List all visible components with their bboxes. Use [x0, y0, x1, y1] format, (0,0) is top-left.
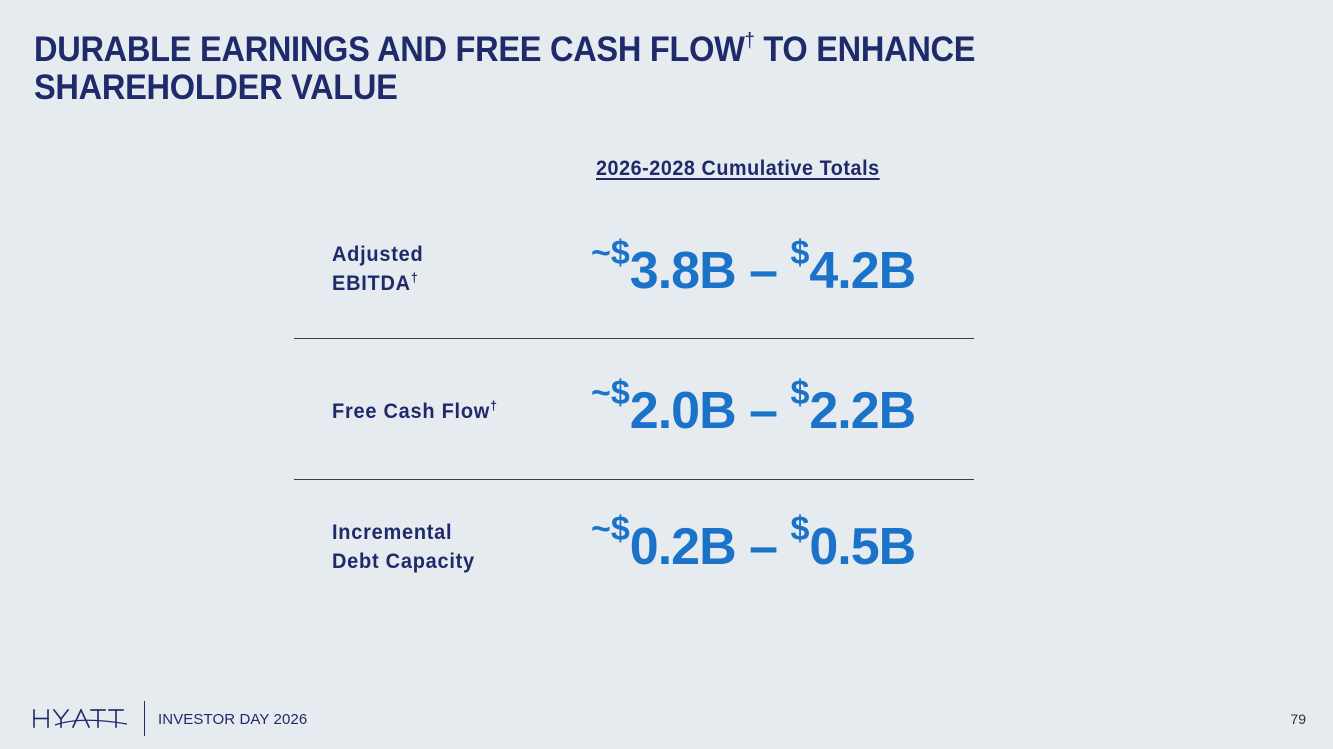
- page-number: 79: [1290, 711, 1306, 727]
- currency-symbol: $: [610, 234, 630, 272]
- value-high: 2.2B: [809, 382, 916, 440]
- value-low: 2.0B: [629, 382, 737, 440]
- tilde-symbol: ~: [591, 374, 611, 412]
- tilde-symbol: ~: [591, 234, 611, 272]
- currency-symbol: $: [610, 374, 630, 412]
- value-high: 4.2B: [809, 242, 916, 300]
- value-free-cash-flow: ~$2.0B – $2.2B: [591, 376, 916, 440]
- currency-symbol: $: [610, 510, 630, 548]
- range-dash: –: [735, 242, 791, 300]
- hyatt-logo: [33, 708, 128, 729]
- currency-symbol: $: [790, 510, 810, 548]
- dagger-mark: †: [410, 270, 419, 285]
- dagger-mark: †: [744, 30, 755, 52]
- currency-symbol: $: [790, 234, 810, 272]
- range-dash: –: [735, 518, 791, 576]
- value-adjusted-ebitda: ~$3.8B – $4.2B: [591, 236, 916, 300]
- row-divider: [294, 338, 974, 339]
- page-title: DURABLE EARNINGS AND FREE CASH FLOW† TO …: [34, 30, 976, 107]
- row-label-adjusted-ebitda: Adjusted EBITDA†: [332, 243, 424, 295]
- column-header: 2026-2028 Cumulative Totals: [596, 157, 880, 180]
- row-divider: [294, 479, 974, 480]
- tilde-symbol: ~: [591, 510, 611, 548]
- value-incremental-debt-capacity: ~$0.2B – $0.5B: [591, 512, 916, 576]
- dagger-mark: †: [490, 398, 498, 413]
- currency-symbol: $: [790, 374, 810, 412]
- footer-divider: [144, 701, 145, 736]
- row-label-free-cash-flow: Free Cash Flow†: [332, 398, 498, 423]
- range-dash: –: [735, 382, 791, 440]
- value-low: 3.8B: [629, 242, 737, 300]
- value-low: 0.2B: [629, 518, 737, 576]
- footer-event-label: INVESTOR DAY 2026: [158, 711, 308, 728]
- row-label-incremental-debt-capacity: Incremental Debt Capacity: [332, 521, 475, 573]
- value-high: 0.5B: [809, 518, 916, 576]
